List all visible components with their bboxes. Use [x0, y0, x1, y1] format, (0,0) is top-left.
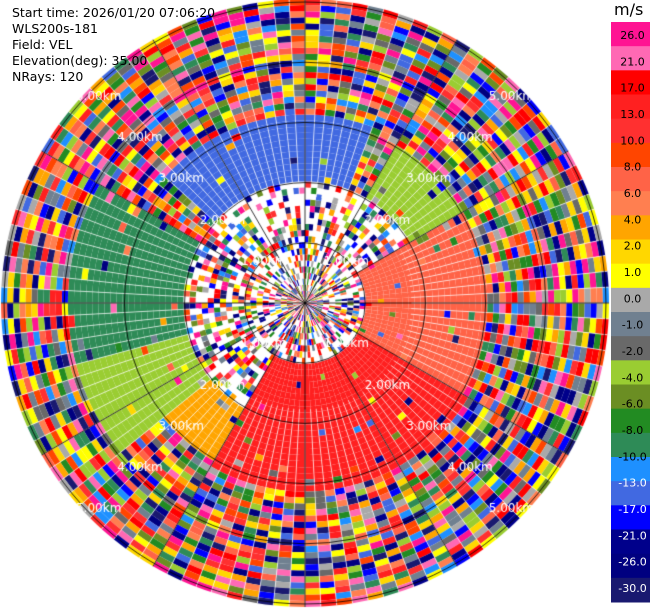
elevation-label: Elevation(deg): 35.00 [12, 53, 148, 68]
field-label: Field: VEL [12, 37, 73, 52]
nrays-label: NRays: 120 [12, 69, 84, 84]
start-time-label: Start time: 2026/01/20 07:06:20 [12, 5, 216, 20]
colorbar-unit: m/s [614, 0, 644, 19]
site-label: WLS200s-181 [12, 21, 98, 36]
